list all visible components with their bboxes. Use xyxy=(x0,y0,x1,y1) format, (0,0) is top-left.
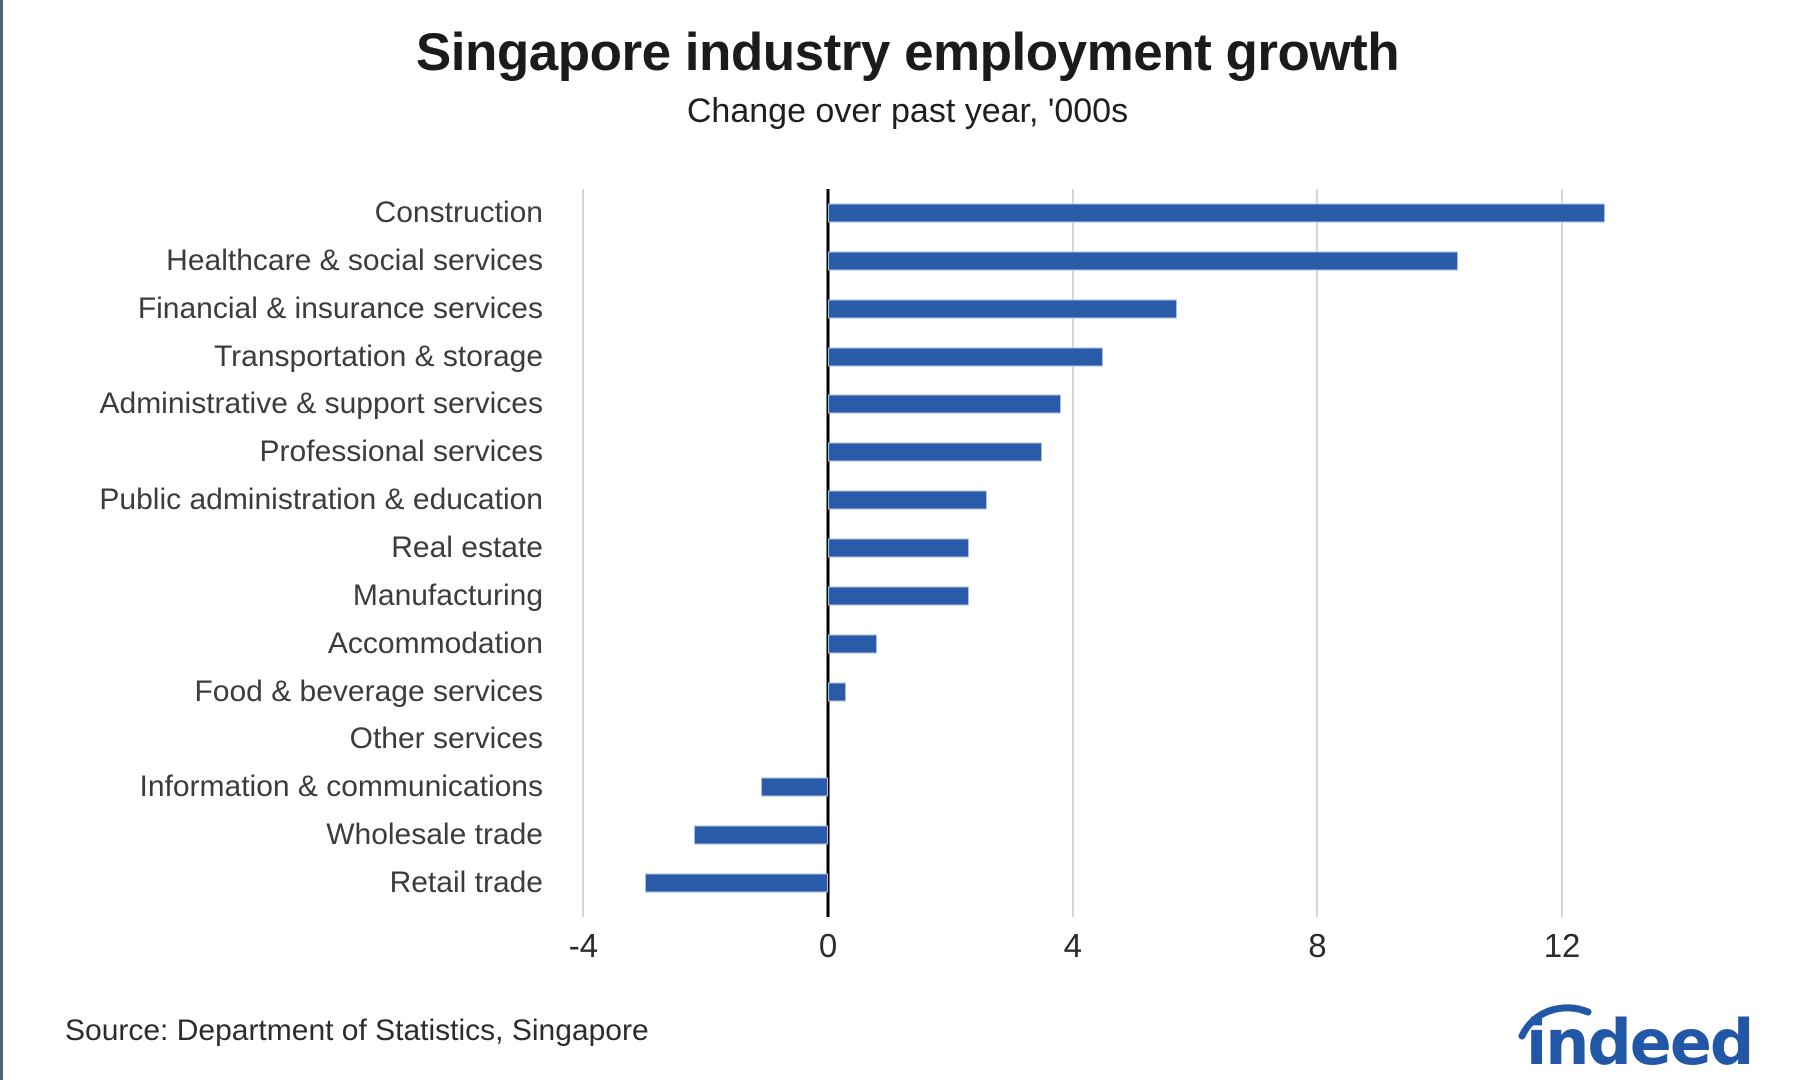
category-label: Wholesale trade xyxy=(326,818,543,852)
chart-row xyxy=(559,189,1770,237)
bar xyxy=(828,347,1104,366)
category-label: Transportation & storage xyxy=(213,339,543,373)
rows-layer xyxy=(559,189,1770,907)
category-label: Public administration & education xyxy=(99,483,543,517)
category-label: Manufacturing xyxy=(352,578,543,612)
chart-row xyxy=(559,763,1770,811)
chart-row xyxy=(559,285,1770,333)
indeed-logo: indeed xyxy=(1512,998,1784,1074)
chart-row xyxy=(559,476,1770,524)
gridline xyxy=(1071,189,1074,917)
chart-row xyxy=(559,333,1770,381)
category-label: Information & communications xyxy=(139,770,543,804)
source-note: Source: Department of Statistics, Singap… xyxy=(65,1014,649,1047)
bar xyxy=(760,777,829,797)
logo-arc-icon xyxy=(1518,1004,1592,1040)
gridline xyxy=(1316,189,1319,917)
category-label: Administrative & support services xyxy=(99,387,544,421)
category-label: Real estate xyxy=(391,530,543,564)
chart-subtitle: Change over past year, '000s xyxy=(686,92,1129,130)
chart-row xyxy=(559,620,1770,668)
chart-row xyxy=(559,572,1770,620)
category-label: Other services xyxy=(349,722,543,756)
chart-row xyxy=(559,668,1770,716)
gridline xyxy=(582,189,585,917)
category-label: Professional services xyxy=(259,435,543,469)
chart-row xyxy=(559,811,1770,859)
bar xyxy=(828,442,1043,462)
x-tick-label: 4 xyxy=(1063,927,1082,964)
category-label: Retail trade xyxy=(389,865,543,899)
bar xyxy=(828,394,1061,414)
bar xyxy=(828,490,988,510)
category-label: Healthcare & social services xyxy=(166,243,543,277)
x-tick-label: 0 xyxy=(818,927,838,964)
bar xyxy=(828,299,1177,319)
bar xyxy=(828,634,878,654)
chart-row xyxy=(559,380,1770,428)
category-label: Food & beverage services xyxy=(194,674,543,708)
chart-row xyxy=(559,715,1770,763)
bar xyxy=(644,873,829,893)
bar xyxy=(828,203,1605,223)
plot-area xyxy=(559,189,1770,917)
x-axis-ticks: -4 0 4 8 12 xyxy=(559,927,1770,977)
chart-row xyxy=(559,859,1770,907)
chart-title: Singapore industry employment growth xyxy=(415,23,1400,82)
x-tick-label: 12 xyxy=(1543,927,1581,964)
x-tick-label: -4 xyxy=(568,927,599,964)
bar xyxy=(828,586,969,606)
bar xyxy=(828,682,847,702)
chart-row xyxy=(559,428,1770,476)
logo-wordmark: indeed xyxy=(1526,1006,1752,1074)
category-labels-column: Construction Healthcare & social services… xyxy=(3,189,551,907)
x-tick-label: 8 xyxy=(1308,927,1327,964)
category-label: Financial & insurance services xyxy=(137,291,543,325)
chart-row xyxy=(559,237,1770,285)
gridline xyxy=(1561,189,1564,917)
bar xyxy=(828,251,1459,271)
category-label: Accommodation xyxy=(327,626,543,660)
bar xyxy=(693,825,829,845)
chart-row xyxy=(559,524,1770,572)
category-label: Construction xyxy=(374,195,543,229)
bar xyxy=(828,538,969,558)
